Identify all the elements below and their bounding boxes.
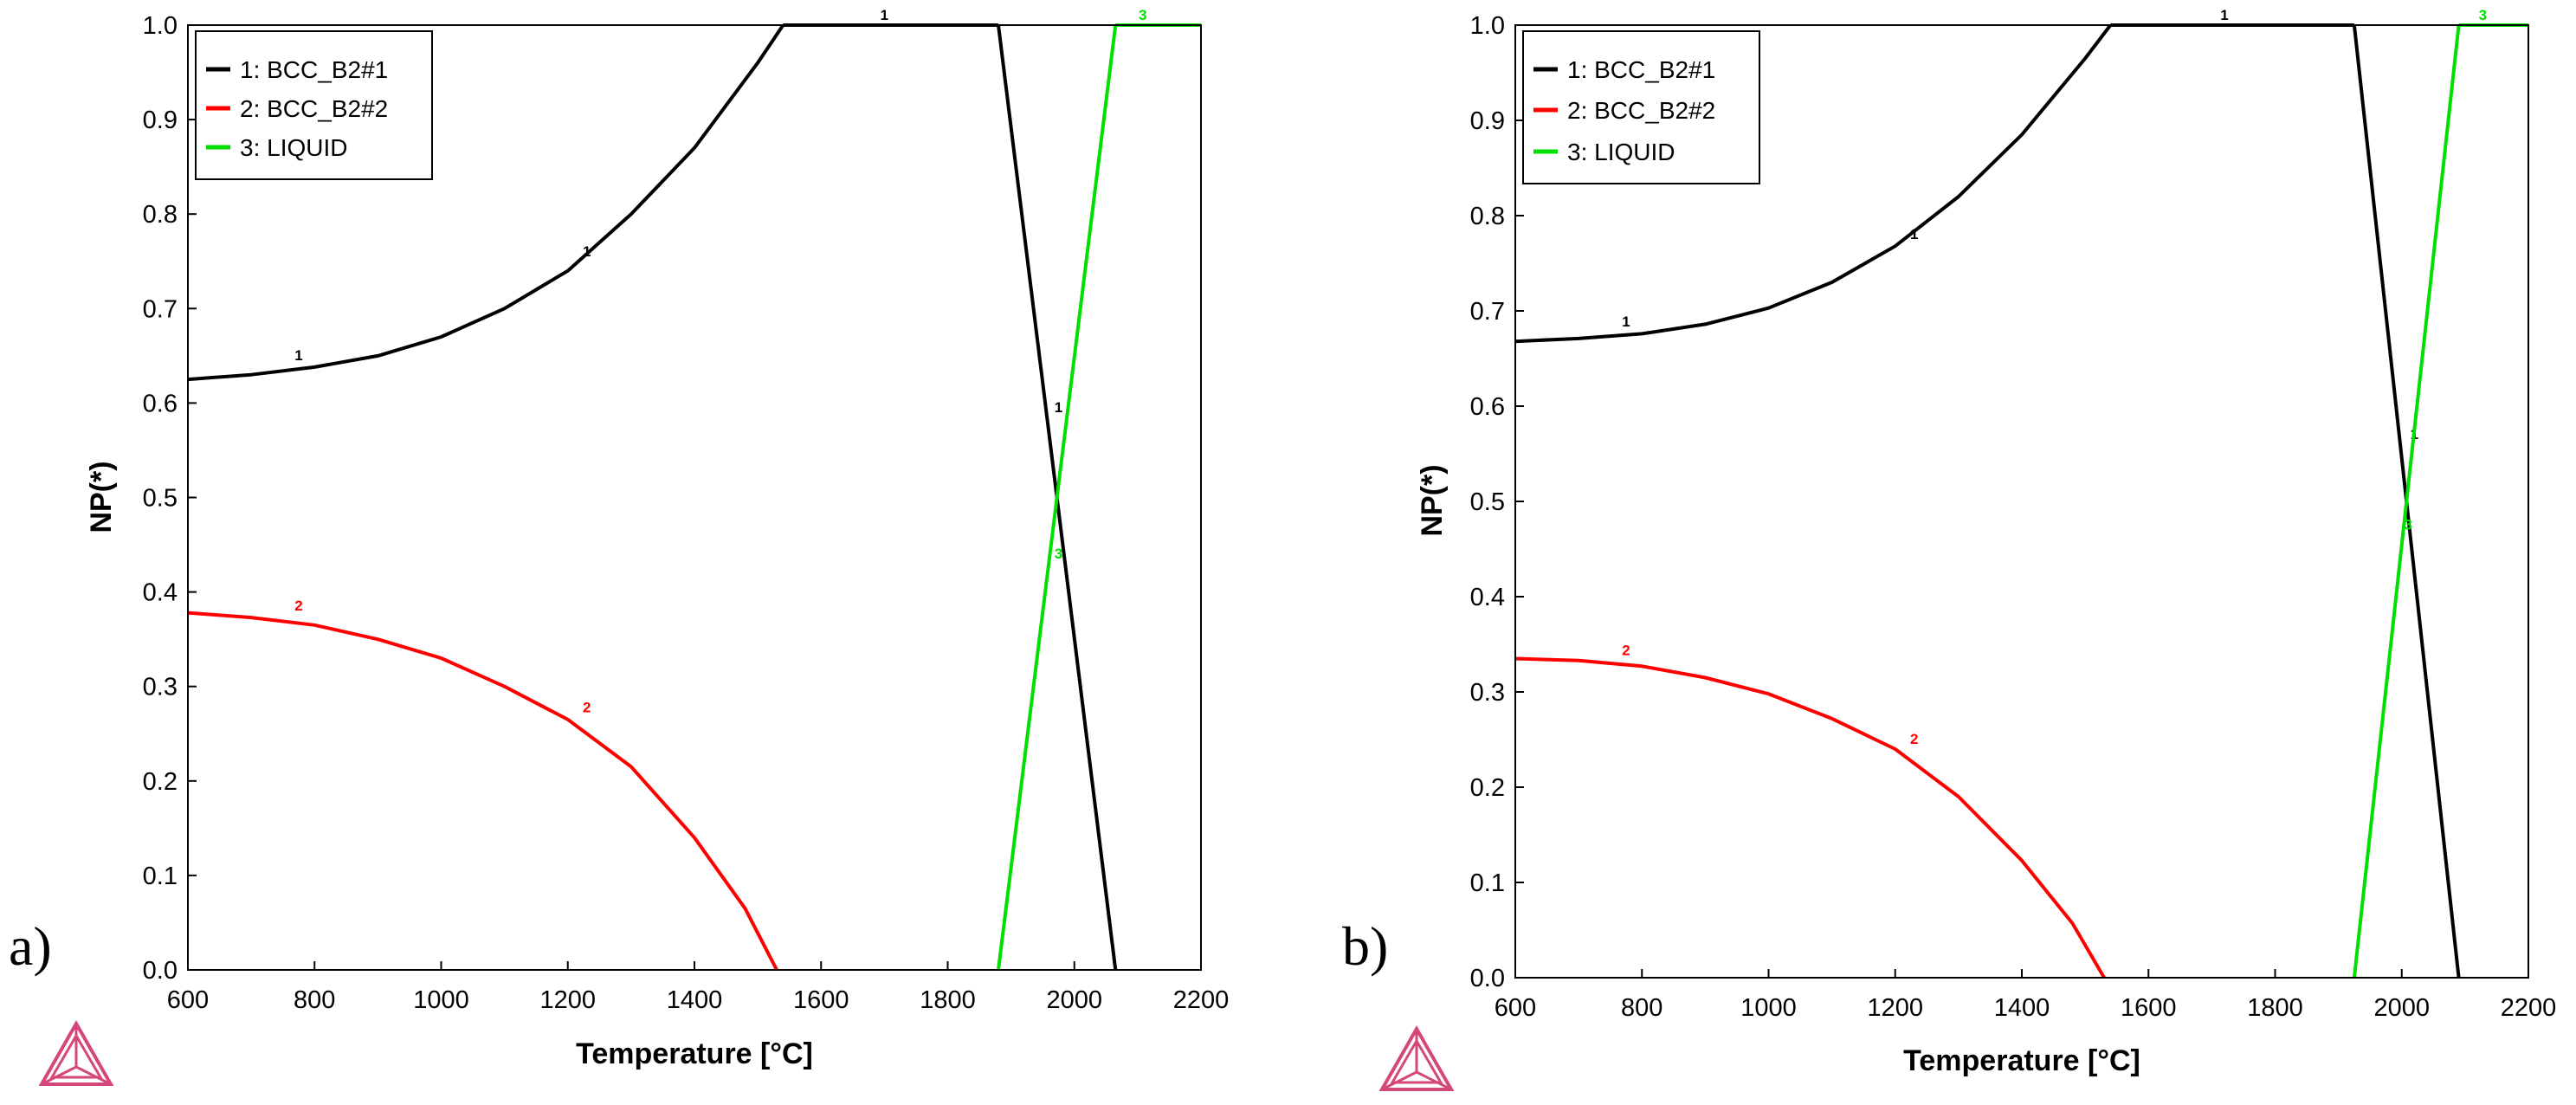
series-1-line-segment-1	[1514, 23, 2112, 344]
x-axis-title: Temperature [°C]	[1903, 1044, 2140, 1077]
legend-box	[1522, 30, 1760, 184]
thermo-calc-logo	[38, 1019, 114, 1086]
x-axis-title: Temperature [°C]	[576, 1037, 813, 1070]
x-tick-label: 1000	[1740, 994, 1797, 1022]
series-1-curve-label: 1	[881, 7, 888, 23]
y-tick-label: 0.8	[143, 201, 178, 229]
y-tick-label: 0.2	[1470, 774, 1505, 802]
y-tick-label: 0.1	[143, 863, 178, 890]
series-3-line-segment-1	[2352, 24, 2461, 979]
series-1-curve-label: 1	[1910, 226, 1918, 242]
x-tick-label: 800	[294, 986, 335, 1014]
series-2-curve-label: 2	[294, 598, 302, 614]
y-axis-title: NP(*)	[1416, 464, 1449, 536]
y-tick-label: 1.0	[1470, 12, 1505, 40]
chart-panel-a: Temperature [°C] NP(*) a) 1 1 1 1 2 2 3 3 1: BC…	[9, 7, 1230, 1086]
y-tick-label: 0.6	[143, 390, 178, 417]
series-3-curve-label: 3	[1139, 7, 1146, 23]
x-tick-label: 1400	[667, 986, 723, 1014]
x-tick-label: 2200	[1173, 986, 1230, 1014]
thermo-calc-logo	[1378, 1024, 1455, 1091]
series-1-curve-label: 1	[583, 243, 591, 260]
x-tick-label: 1400	[1994, 994, 2050, 1022]
y-tick-label: 0.3	[1470, 679, 1505, 707]
y-tick-label: 0.7	[143, 295, 178, 323]
legend: 1: BCC_B2#1 2: BCC_B2#2 3: LIQUID	[1522, 30, 1760, 184]
x-tick-label: 2000	[1046, 986, 1102, 1014]
x-tick-label: 1600	[793, 986, 849, 1014]
legend-entry-1: 1: BCC_B2#1	[1567, 56, 1715, 83]
series-3-curve-label: 3	[2404, 517, 2411, 533]
panel-label-b: b)	[1342, 915, 1388, 977]
x-tick-label: 1200	[539, 986, 596, 1014]
x-tick-label: 1800	[2247, 994, 2303, 1022]
legend-entry-2: 2: BCC_B2#2	[1567, 97, 1715, 124]
y-axis-title: NP(*)	[85, 461, 118, 533]
x-tick-label: 600	[167, 986, 209, 1014]
legend-box	[195, 30, 433, 180]
legend-entry-1: 1: BCC_B2#1	[240, 56, 388, 83]
y-tick-label: 0.4	[1470, 584, 1505, 611]
y-tick-label: 0.5	[1470, 488, 1505, 516]
series-1-curve-label: 1	[294, 347, 302, 364]
legend-entry-2: 2: BCC_B2#2	[240, 95, 388, 122]
x-tick-label: 1200	[1867, 994, 1923, 1022]
panel-label-a: a)	[9, 915, 52, 977]
y-tick-label: 0.3	[143, 674, 178, 701]
y-tick-label: 0.0	[1470, 965, 1505, 992]
y-tick-label: 0.9	[1470, 107, 1505, 135]
x-tick-label: 1800	[920, 986, 976, 1014]
x-tick-label: 1600	[2121, 994, 2177, 1022]
y-tick-label: 0.5	[143, 485, 178, 513]
x-tick-label: 1000	[413, 986, 469, 1014]
legend-entry-3: 3: LIQUID	[240, 134, 347, 161]
y-tick-label: 0.4	[143, 579, 178, 607]
series-1-curve-label: 1	[1622, 313, 1630, 330]
legend-entry-3: 3: LIQUID	[1567, 139, 1675, 165]
series-2-line-segment-1	[187, 611, 778, 971]
legend: 1: BCC_B2#1 2: BCC_B2#2 3: LIQUID	[195, 30, 433, 180]
series-2-curve-label: 2	[583, 700, 591, 716]
x-tick-label: 2000	[2373, 994, 2430, 1022]
y-tick-label: 0.2	[143, 768, 178, 796]
y-tick-label: 0.1	[1470, 869, 1505, 897]
series-3-curve-label: 3	[1055, 546, 1062, 562]
y-tick-label: 0.7	[1470, 298, 1505, 326]
series-3-curve-label: 3	[2479, 7, 2487, 23]
series-2-curve-label: 2	[1910, 731, 1918, 747]
series-1-curve-label: 1	[2220, 7, 2228, 23]
series-1-curve-label: 1	[1055, 399, 1062, 416]
y-tick-label: 1.0	[143, 12, 178, 40]
series-2-curve-label: 2	[1622, 643, 1630, 659]
series-1-line-segment-1	[187, 23, 785, 382]
series-3-line-segment-1	[997, 24, 1118, 971]
y-tick-label: 0.8	[1470, 203, 1505, 230]
y-tick-label: 0.6	[1470, 393, 1505, 421]
series-2-line-segment-1	[1514, 656, 2106, 979]
y-tick-label: 0.0	[143, 957, 178, 985]
y-tick-label: 0.9	[143, 107, 178, 134]
x-tick-label: 800	[1621, 994, 1662, 1022]
x-tick-label: 2200	[2501, 994, 2557, 1022]
x-tick-label: 600	[1495, 994, 1536, 1022]
